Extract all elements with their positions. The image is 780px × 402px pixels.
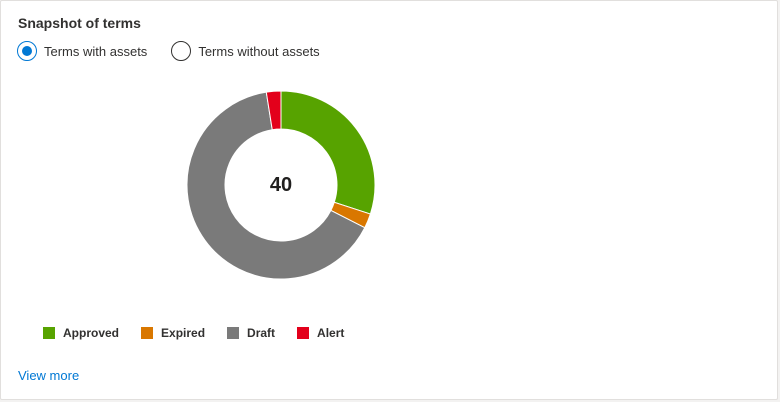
legend-item-alert[interactable]: Alert xyxy=(297,326,344,340)
legend-item-approved[interactable]: Approved xyxy=(43,326,119,340)
legend-label: Expired xyxy=(161,326,206,340)
radio-button-icon[interactable] xyxy=(171,41,192,61)
legend-label: Draft xyxy=(247,326,276,340)
donut-center-total: 40 xyxy=(270,174,292,196)
legend-swatch xyxy=(297,327,310,339)
donut-slices xyxy=(186,90,376,280)
view-more-link[interactable]: View more xyxy=(18,368,80,383)
radio-terms-with-assets[interactable]: Terms with assets xyxy=(17,41,147,61)
radio-label[interactable]: Terms without assets xyxy=(198,43,320,59)
chart-legend: Approved Expired Draft Alert xyxy=(43,326,366,340)
radio-button-icon[interactable] xyxy=(17,41,37,61)
legend-item-draft[interactable]: Draft xyxy=(227,326,275,340)
legend-label: Approved xyxy=(63,326,120,340)
legend-swatch xyxy=(141,327,154,339)
legend-swatch xyxy=(227,327,240,339)
terms-filter-radio-group: Terms with assets Terms without assets xyxy=(17,41,344,61)
radio-terms-without-assets[interactable]: Terms without assets xyxy=(171,41,320,61)
legend-swatch xyxy=(43,327,55,339)
radio-label[interactable]: Terms with assets xyxy=(44,43,148,59)
legend-item-expired[interactable]: Expired xyxy=(141,326,205,340)
donut-slice-alert[interactable] xyxy=(265,90,282,131)
terms-donut-chart: 40 xyxy=(186,90,376,280)
legend-label: Alert xyxy=(317,326,345,340)
donut-slice-approved[interactable] xyxy=(280,90,376,215)
card-title: Snapshot of terms xyxy=(18,15,141,31)
donut-slice-draft[interactable] xyxy=(186,91,366,280)
